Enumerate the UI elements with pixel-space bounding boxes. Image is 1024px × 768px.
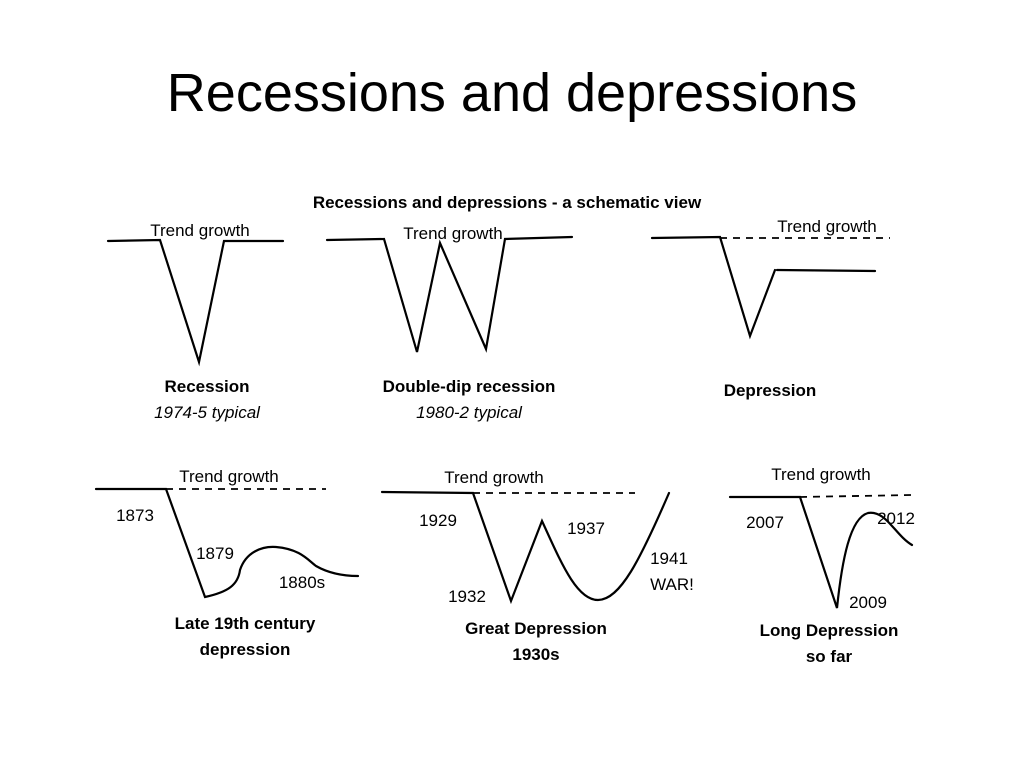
- depression-curve: [650, 235, 777, 340]
- recession-curve: [106, 238, 285, 367]
- year-label-2012: 2012: [877, 509, 915, 528]
- depression-lower-trend: [775, 268, 877, 273]
- panel-caption-line-1: Late 19th century: [175, 614, 316, 633]
- trend-growth-label: Trend growth: [777, 217, 877, 236]
- panel-depression: Trend growth Depression: [650, 217, 890, 400]
- year-label-1879: 1879: [196, 544, 234, 563]
- year-label-1937: 1937: [567, 519, 605, 538]
- year-label-1929: 1929: [419, 511, 457, 530]
- trend-growth-label: Trend growth: [771, 465, 871, 484]
- panel-great-depression: Trend growth 1929 1932 1937 1941 WAR! Gr…: [380, 468, 694, 664]
- year-label-1941: 1941: [650, 549, 688, 568]
- panel-late-19th: Trend growth 1873 1879 1880s Late 19th c…: [94, 467, 360, 659]
- panel-caption-line-2: 1930s: [512, 645, 559, 664]
- panel-caption: Double-dip recession: [383, 377, 556, 396]
- panel-subcaption: 1974-5 typical: [154, 403, 261, 422]
- trend-growth-label: Trend growth: [150, 221, 250, 240]
- panel-caption-line-1: Long Depression: [760, 621, 899, 640]
- year-label-1932: 1932: [448, 587, 486, 606]
- late-19th-curve: [94, 487, 360, 599]
- trend-growth-label: Trend growth: [179, 467, 279, 486]
- panel-caption: Recession: [164, 377, 249, 396]
- year-label-2007: 2007: [746, 513, 784, 532]
- double-dip-curve: [325, 235, 574, 353]
- year-label-1880s: 1880s: [279, 573, 325, 592]
- panel-caption-line-2: so far: [806, 647, 853, 666]
- panel-caption-line-2: depression: [200, 640, 291, 659]
- panel-subcaption: 1980-2 typical: [416, 403, 523, 422]
- great-depression-curve: [380, 490, 671, 605]
- diagram-title: Recessions and depressions - a schematic…: [312, 193, 702, 212]
- panel-long-depression: Trend growth 2007 2009 2012 Long Depress…: [728, 465, 915, 666]
- year-label-1873: 1873: [116, 506, 154, 525]
- trend-line: [799, 494, 913, 498]
- panel-caption-line-1: Great Depression: [465, 619, 607, 638]
- trend-growth-label: Trend growth: [403, 224, 503, 243]
- slide-title: Recessions and depressions: [166, 63, 858, 123]
- panel-caption: Depression: [724, 381, 817, 400]
- panel-recession: Trend growth Recession 1974-5 typical: [106, 221, 285, 422]
- year-label-2009: 2009: [849, 593, 887, 612]
- panel-double-dip: Trend growth Double-dip recession 1980-2…: [325, 224, 574, 422]
- trend-growth-label: Trend growth: [444, 468, 544, 487]
- long-depression-curve: [728, 495, 914, 609]
- war-label: WAR!: [650, 575, 694, 594]
